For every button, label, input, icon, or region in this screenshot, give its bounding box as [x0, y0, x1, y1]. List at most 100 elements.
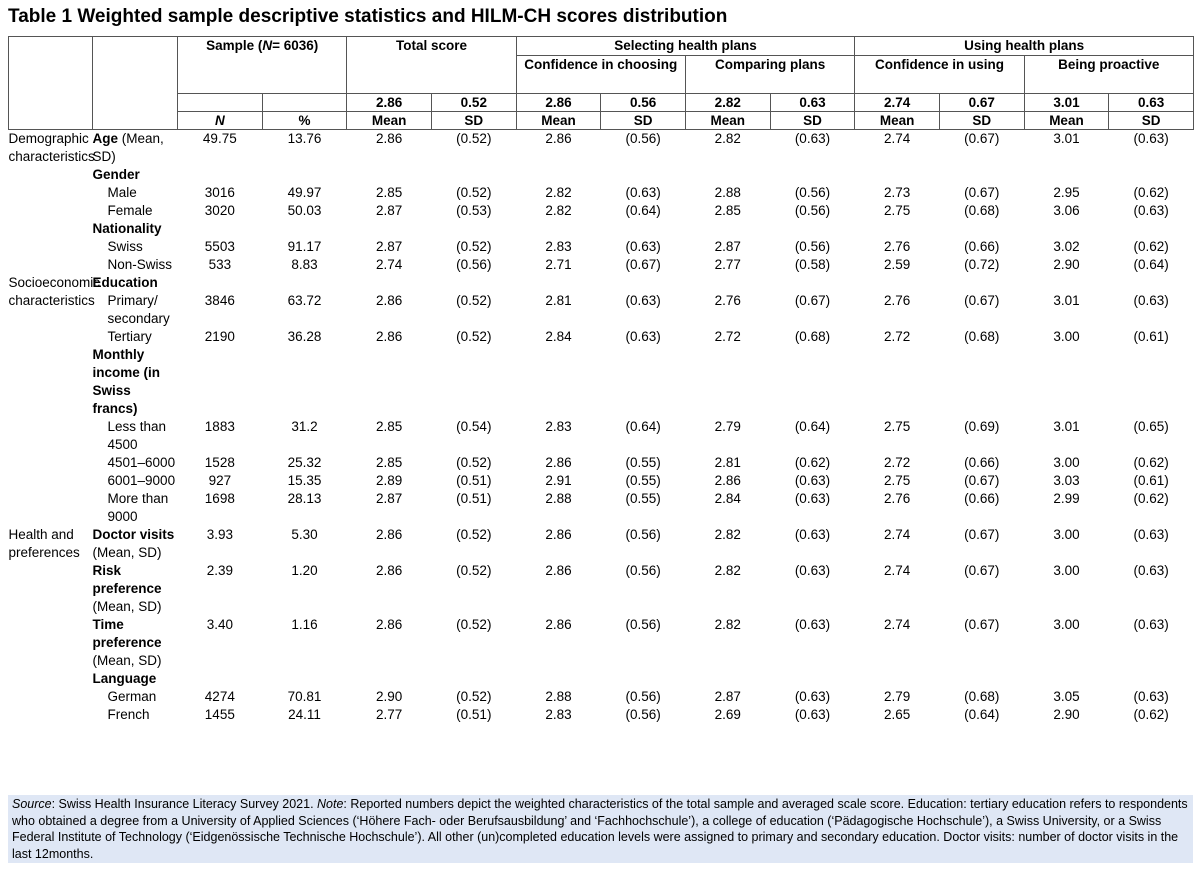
table-body: Demographic characteristics Age (Mean, SD…	[9, 130, 1194, 725]
table-row: Non-Swiss 533 8.83 2.74 (0.56) 2.71 (0.67) 2.77…	[9, 256, 1194, 274]
empty-cell	[855, 220, 940, 238]
value-cell: (0.64)	[794, 419, 831, 434]
value-cell: 1698	[204, 491, 235, 506]
column-label: Mean	[1023, 111, 1110, 130]
group-cell	[9, 454, 93, 472]
value-cell: 8.83	[291, 257, 318, 272]
value-cell: 2.81	[714, 455, 741, 470]
group-cell	[9, 184, 93, 202]
value-cell: (0.56)	[456, 257, 492, 272]
empty-cell	[516, 220, 601, 238]
label-cell: Doctor visits (Mean, SD)	[93, 526, 178, 562]
table-row: Health and preferences Doctor visits (Mea…	[9, 526, 1194, 562]
empty-cell	[262, 166, 347, 184]
empty-cell	[1109, 220, 1194, 238]
group-cell	[9, 238, 93, 256]
text: Sample (	[206, 38, 263, 53]
title: Table 1 Weighted sample descriptive stat…	[8, 6, 728, 27]
value-cell: 2.88	[545, 491, 572, 506]
label-cell: Education	[93, 274, 178, 292]
column-label: Mean	[515, 111, 602, 130]
table-row: Language	[9, 670, 1194, 688]
text: Source	[12, 797, 52, 811]
value-cell: (0.68)	[964, 329, 1000, 344]
row-heading: Language	[92, 671, 157, 686]
value-cell: 2.86	[376, 131, 403, 146]
value-cell: 2.84	[545, 329, 572, 344]
empty-cell	[855, 274, 940, 292]
value-cell: 2.79	[714, 419, 741, 434]
label-cell: Swiss	[93, 238, 178, 256]
group-cell	[9, 328, 93, 346]
value-cell: 70.81	[287, 689, 322, 704]
value-cell: (0.72)	[964, 257, 1000, 272]
overall-score: 2.86	[346, 93, 432, 112]
group-cell	[9, 688, 93, 706]
empty-cell	[1109, 274, 1194, 292]
label-cell: French	[93, 706, 178, 724]
value-cell: 2.82	[714, 563, 741, 578]
value-cell: (0.67)	[964, 293, 1000, 308]
value-cell: (0.52)	[456, 293, 492, 308]
empty-cell	[939, 670, 1024, 688]
label-cell: Male	[93, 184, 178, 202]
subscale-header: Being proactive	[1023, 55, 1194, 94]
table-row: Demographic characteristics Age (Mean, SD…	[9, 130, 1194, 167]
value-cell: 2.74	[884, 563, 911, 578]
value-cell: 3020	[204, 203, 235, 218]
table-row: Risk preference (Mean, SD) 2.39 1.20 2.86 (0…	[9, 562, 1194, 616]
blank-cell	[177, 93, 263, 112]
value-cell: 2.85	[714, 203, 741, 218]
row-label: More than 9000	[107, 491, 169, 524]
value-cell: 2.75	[884, 203, 911, 218]
row-heading: Age	[92, 131, 119, 146]
value-cell: 2.95	[1053, 185, 1080, 200]
value-cell: (0.58)	[794, 257, 831, 272]
empty-cell	[855, 166, 940, 184]
value-cell: (0.63)	[1133, 617, 1169, 632]
text: : Reported numbers depict the weighted c…	[12, 797, 1188, 861]
value-cell: 2.87	[376, 203, 403, 218]
empty-cell	[262, 670, 347, 688]
value-cell: 2.75	[884, 419, 911, 434]
value-cell: (0.66)	[964, 239, 1000, 254]
empty-cell	[939, 274, 1024, 292]
row-heading: Gender	[92, 167, 140, 182]
empty-cell	[347, 220, 432, 238]
value-cell: (0.52)	[456, 563, 492, 578]
value-cell: (0.62)	[1133, 185, 1169, 200]
value-cell: 2.91	[545, 473, 572, 488]
value-cell: (0.56)	[794, 203, 831, 218]
table-row: Primary/ secondary 3846 63.72 2.86 (0.52) 2.8…	[9, 292, 1194, 328]
value-cell: 4274	[204, 689, 235, 704]
value-cell: (0.62)	[1133, 239, 1169, 254]
table-row: Monthly income (in Swiss francs)	[9, 346, 1194, 418]
empty-cell	[1024, 274, 1109, 292]
value-cell: (0.62)	[794, 455, 831, 470]
value-cell: 3846	[204, 293, 235, 308]
value-cell: (0.68)	[964, 203, 1000, 218]
value-cell: (0.62)	[1133, 707, 1169, 722]
value-cell: 1455	[204, 707, 235, 722]
value-cell: 2.87	[714, 239, 741, 254]
value-cell: 3.00	[1053, 527, 1080, 542]
column-label: SD	[769, 111, 856, 130]
empty-cell	[1109, 346, 1194, 418]
blank-cell	[261, 93, 348, 112]
value-cell: (0.52)	[456, 185, 492, 200]
empty-cell	[685, 670, 770, 688]
value-cell: (0.67)	[794, 293, 831, 308]
empty-cell	[347, 670, 432, 688]
group-cell	[9, 166, 93, 184]
label-cell: 4501–6000	[93, 454, 178, 472]
row-heading: Monthly income (in Swiss francs)	[92, 347, 161, 416]
group-cell	[9, 616, 93, 670]
empty-cell	[685, 166, 770, 184]
value-cell: 13.76	[287, 131, 322, 146]
value-cell: (0.62)	[1133, 491, 1169, 506]
row-label: French	[107, 707, 150, 722]
row-label: 6001–9000	[107, 473, 176, 488]
group-cell	[9, 670, 93, 688]
value-cell: 25.32	[287, 455, 322, 470]
group-cell	[9, 220, 93, 238]
